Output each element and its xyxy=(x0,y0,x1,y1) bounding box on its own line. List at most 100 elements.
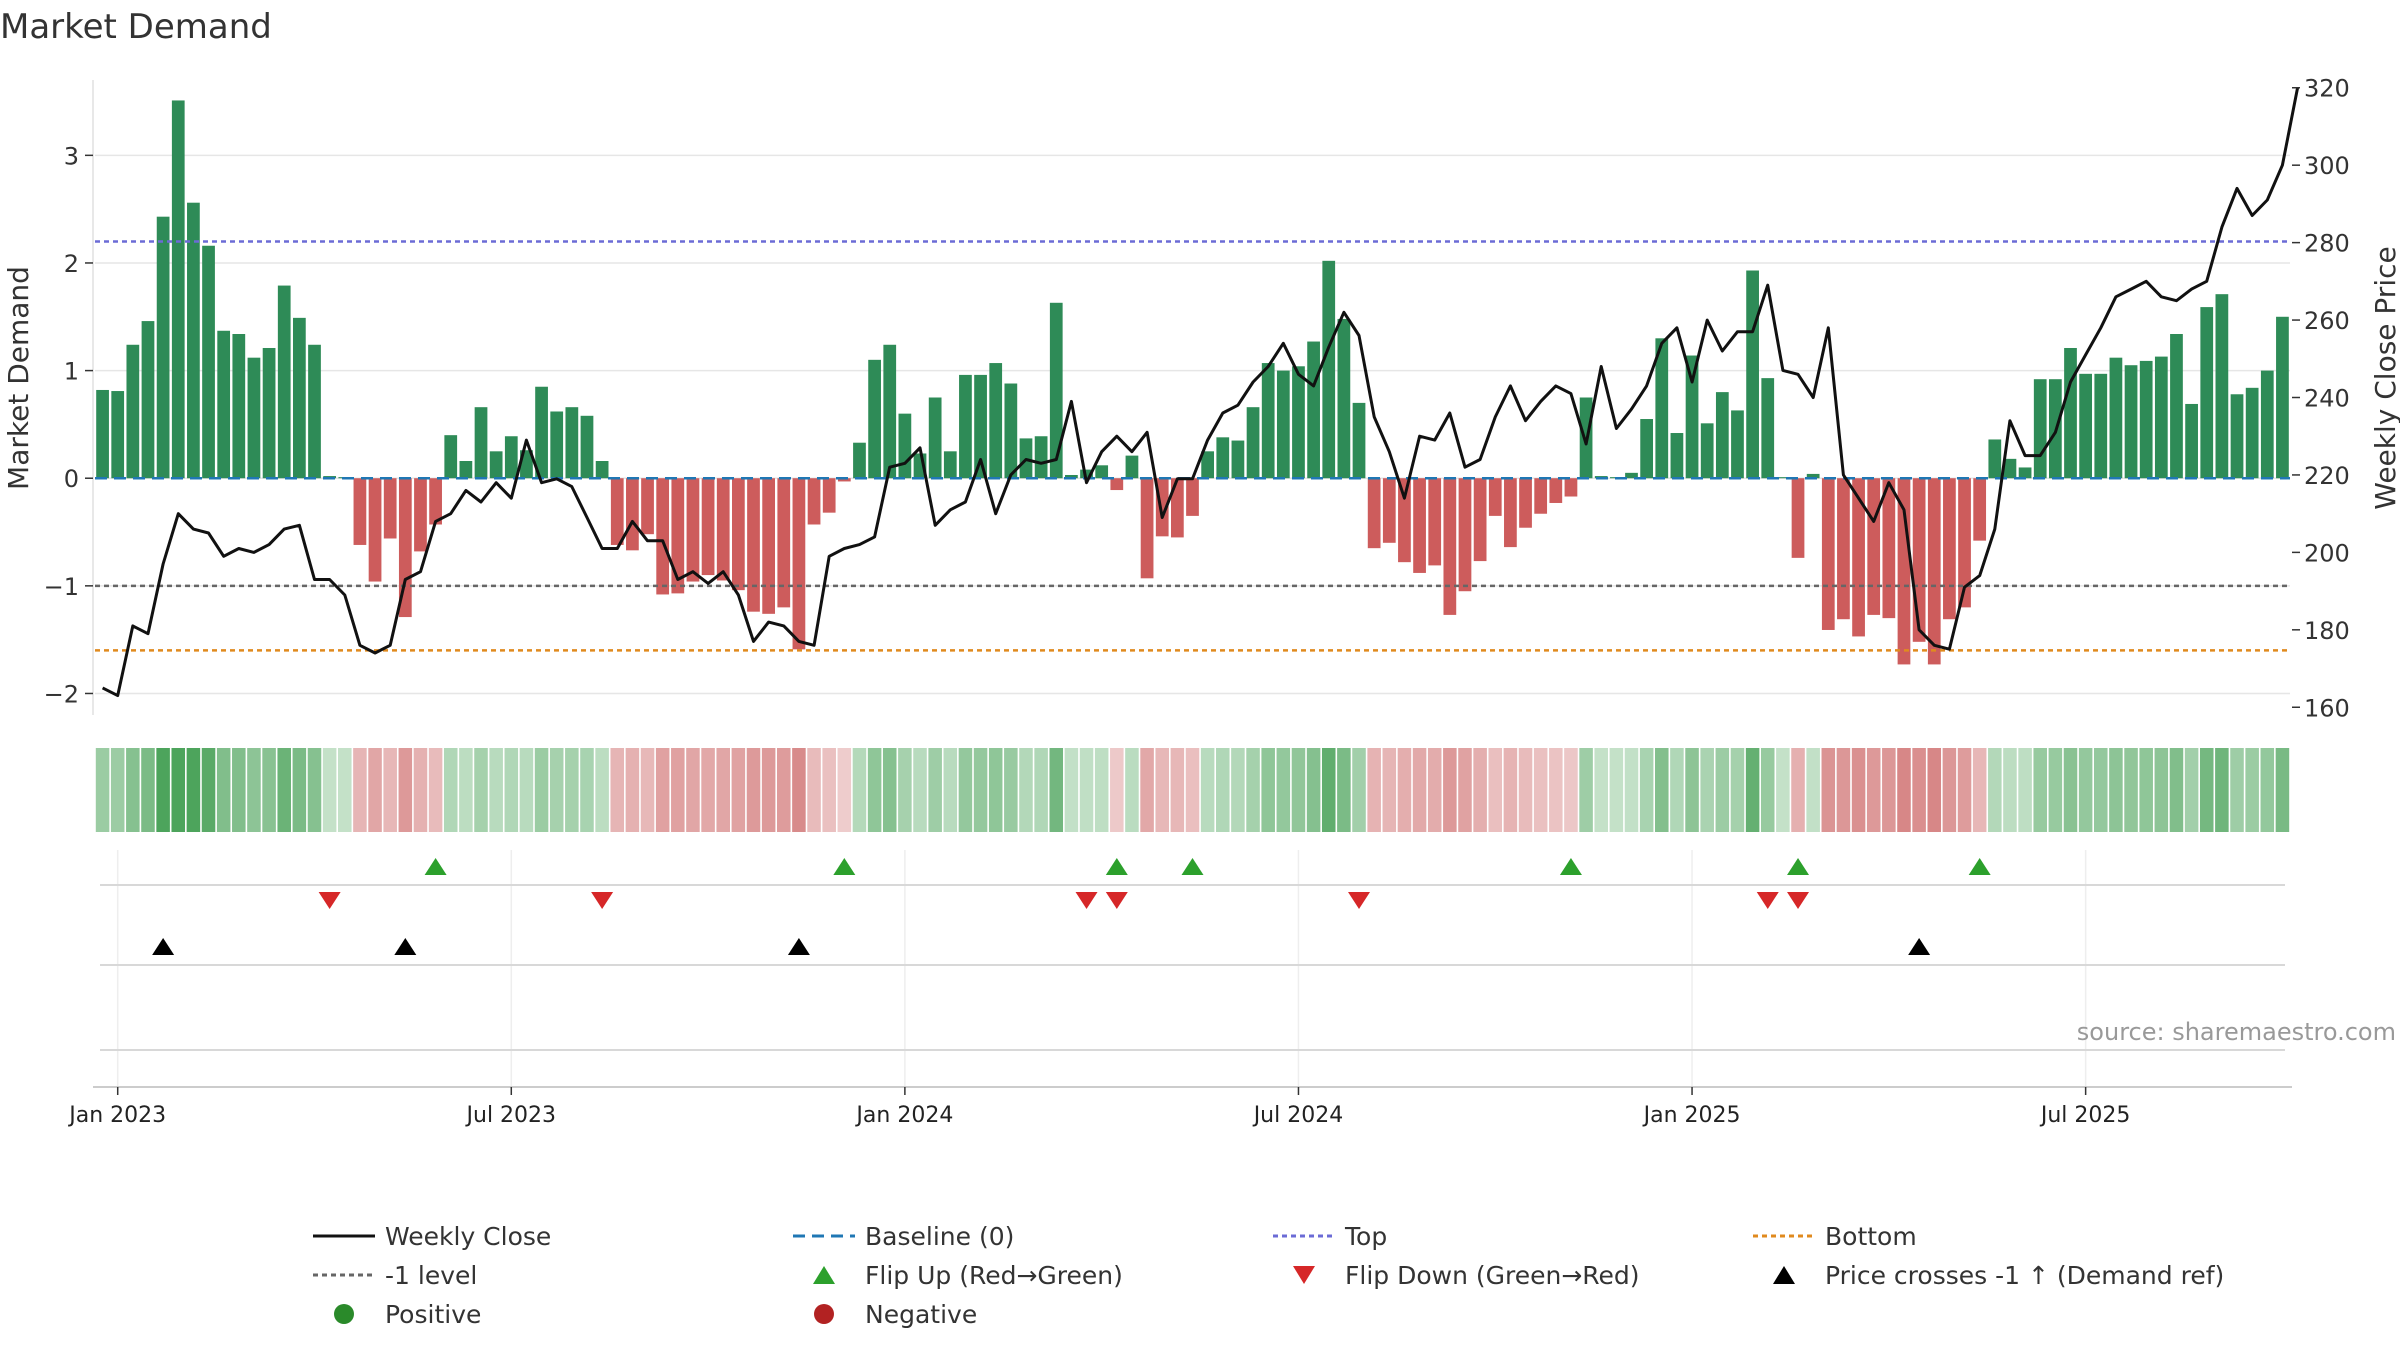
heat-cell xyxy=(2245,748,2259,832)
heat-cell xyxy=(1942,748,1957,832)
heat-cell xyxy=(1352,748,1366,832)
legend-item: Bottom xyxy=(1753,1222,1917,1251)
heat-cell xyxy=(1564,748,1578,832)
demand-bars xyxy=(96,100,2289,665)
heat-cell xyxy=(1261,748,1275,832)
demand-bar xyxy=(1761,378,1775,479)
heat-cell xyxy=(383,748,397,832)
heat-cell xyxy=(1927,748,1942,832)
demand-bar xyxy=(2064,347,2077,479)
heat-cell xyxy=(1957,748,1972,832)
heat-cell xyxy=(1321,748,1336,832)
demand-bar xyxy=(1428,478,1442,566)
heat-cell xyxy=(655,748,670,832)
heat-cell xyxy=(1791,748,1805,832)
demand-bar xyxy=(686,478,700,582)
heat-cell xyxy=(232,748,246,832)
heat-cell xyxy=(1806,748,1820,832)
demand-bar xyxy=(1640,419,1654,479)
demand-bar xyxy=(641,478,654,535)
demand-bar xyxy=(1655,338,1669,479)
heat-cell xyxy=(1972,748,1987,832)
heat-cell xyxy=(671,748,685,832)
y2-tick-label: 200 xyxy=(2304,539,2350,567)
demand-bar xyxy=(1049,302,1063,479)
y-tick-label: 0 xyxy=(64,465,79,493)
heat-cell xyxy=(595,748,609,832)
demand-bar xyxy=(1625,472,1638,479)
heat-cell xyxy=(867,748,882,832)
demand-bar xyxy=(187,202,200,479)
y2-tick-label: 320 xyxy=(2304,75,2350,103)
flip-down-marker xyxy=(1105,892,1128,909)
demand-bar xyxy=(762,478,776,614)
x-tick-label: Jul 2024 xyxy=(1252,1103,1344,1128)
source-credit: source: sharemaestro.com xyxy=(2077,1018,2396,1046)
weekly-close-line xyxy=(101,87,2300,698)
heat-cell xyxy=(1382,748,1397,832)
y2-tick-label: 260 xyxy=(2304,307,2350,335)
heat-cell xyxy=(1655,748,1669,832)
demand-bar xyxy=(2200,307,2214,479)
demand-bar xyxy=(1216,437,1230,479)
heat-cell xyxy=(1034,748,1048,832)
heat-cell xyxy=(2048,748,2063,832)
demand-bar xyxy=(459,461,473,479)
demand-bar xyxy=(202,245,215,479)
legend-item: Flip Up (Red→Green) xyxy=(813,1261,1123,1290)
demand-bar xyxy=(1367,478,1381,549)
demand-bar xyxy=(807,478,821,525)
heat-cell xyxy=(1473,748,1487,832)
flip-down-marker xyxy=(1787,892,1810,909)
demand-bar xyxy=(156,216,170,479)
demand-bar xyxy=(368,478,382,582)
demand-bar xyxy=(1912,478,1926,642)
demand-bar xyxy=(1261,363,1275,479)
demand-bar xyxy=(1231,440,1245,479)
demand-bar xyxy=(959,374,972,479)
legend-item: Top xyxy=(1273,1222,1387,1251)
heat-cell xyxy=(292,748,307,832)
demand-bar xyxy=(1943,478,1956,620)
demand-bar xyxy=(1125,455,1139,479)
demand-bar xyxy=(398,478,412,618)
heat-cell xyxy=(1079,748,1094,832)
flip-up-marker xyxy=(1181,858,1204,875)
demand-bar xyxy=(1004,383,1018,479)
demand-bar xyxy=(853,442,866,479)
demand-bar xyxy=(2260,370,2274,479)
demand-bar xyxy=(1519,478,1532,528)
heat-cell xyxy=(307,748,322,832)
heat-cell xyxy=(1094,748,1109,832)
heat-cell xyxy=(777,748,791,832)
demand-bar xyxy=(1307,341,1320,479)
x-tick-label: Jan 2024 xyxy=(854,1103,953,1128)
x-tick-label: Jan 2023 xyxy=(67,1103,166,1128)
y2-tick-label: 180 xyxy=(2304,617,2350,645)
heat-cell xyxy=(640,748,655,832)
demand-bar xyxy=(277,285,291,479)
heat-cell xyxy=(1503,748,1518,832)
heat-cell xyxy=(1549,748,1563,832)
demand-bar xyxy=(1534,478,1548,514)
heat-cell xyxy=(368,748,382,832)
legend-item: Flip Down (Green→Red) xyxy=(1293,1261,1640,1290)
legend-swatch xyxy=(1773,1266,1795,1284)
heat-cell xyxy=(973,748,988,832)
heat-cell xyxy=(1337,748,1351,832)
demand-bar xyxy=(701,478,715,576)
legend-item: -1 level xyxy=(313,1261,477,1290)
heat-cell xyxy=(1866,748,1881,832)
demand-bar xyxy=(1504,478,1517,548)
heat-cell xyxy=(2139,748,2153,832)
heat-cell xyxy=(1170,748,1185,832)
flip-up-marker xyxy=(1105,858,1128,875)
flip-up-marker xyxy=(833,858,856,875)
flip-up-marker xyxy=(1559,858,1582,875)
demand-bar xyxy=(1670,433,1684,479)
demand-bar xyxy=(2109,357,2123,479)
heat-cell xyxy=(110,748,125,832)
flip-down-marker xyxy=(591,892,614,909)
y2-tick-label: 240 xyxy=(2304,385,2350,413)
heat-cell xyxy=(928,748,942,832)
